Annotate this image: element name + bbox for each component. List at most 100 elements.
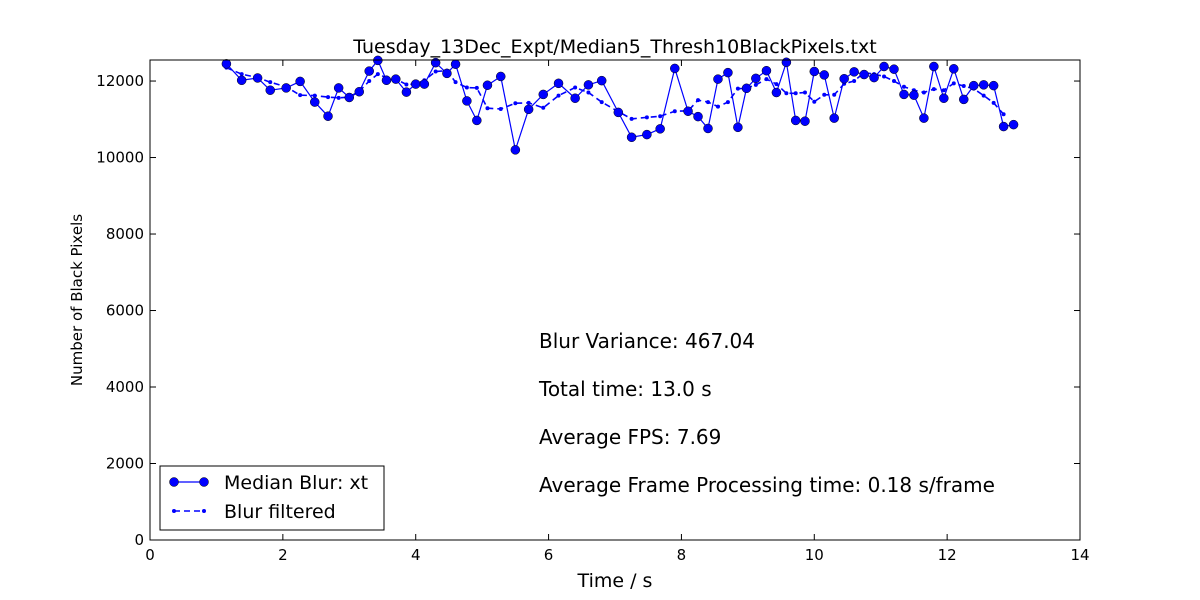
data-point-median-blur bbox=[538, 89, 549, 100]
data-point-median-blur bbox=[523, 104, 534, 115]
data-point-median-blur bbox=[733, 122, 743, 133]
data-point-median-blur bbox=[583, 80, 594, 90]
data-point-blur-filtered bbox=[735, 86, 740, 91]
x-tick-label: 10 bbox=[805, 546, 824, 564]
data-point-median-blur bbox=[553, 78, 564, 89]
annotation-average-fps: Average FPS: 7.69 bbox=[539, 425, 721, 449]
data-point-blur-filtered bbox=[941, 88, 946, 93]
data-point-blur-filtered bbox=[784, 91, 789, 96]
data-point-median-blur bbox=[344, 92, 355, 103]
data-point-median-blur bbox=[462, 96, 472, 106]
data-point-median-blur bbox=[596, 75, 607, 86]
data-point-blur-filtered bbox=[961, 84, 966, 89]
data-point-median-blur bbox=[899, 89, 909, 100]
y-tick-label: 12000 bbox=[96, 72, 144, 90]
plot-area bbox=[150, 60, 1080, 540]
data-point-median-blur bbox=[401, 87, 412, 97]
data-point-median-blur bbox=[929, 61, 939, 72]
data-point-median-blur bbox=[482, 80, 493, 90]
data-point-median-blur bbox=[642, 129, 652, 140]
data-point-blur-filtered bbox=[802, 90, 807, 95]
data-point-median-blur bbox=[829, 113, 839, 123]
data-point-blur-filtered bbox=[1001, 112, 1006, 117]
data-point-blur-filtered bbox=[658, 114, 663, 119]
data-point-median-blur bbox=[741, 83, 752, 94]
data-point-median-blur bbox=[703, 123, 713, 134]
data-point-median-blur bbox=[281, 83, 291, 93]
data-point-blur-filtered bbox=[981, 93, 986, 98]
data-point-median-blur bbox=[236, 75, 247, 86]
data-point-blur-filtered bbox=[822, 92, 827, 97]
data-point-blur-filtered bbox=[901, 84, 906, 89]
data-point-blur-filtered bbox=[644, 115, 649, 120]
data-point-median-blur bbox=[859, 69, 869, 80]
x-tick-label: 14 bbox=[1070, 546, 1089, 564]
data-point-median-blur bbox=[419, 79, 430, 89]
data-point-blur-filtered bbox=[453, 80, 458, 85]
y-tick-label: 8000 bbox=[106, 225, 144, 243]
data-point-median-blur bbox=[988, 80, 999, 91]
data-point-median-blur bbox=[450, 59, 461, 69]
data-point-median-blur bbox=[570, 93, 580, 103]
plot-frame bbox=[149, 59, 1081, 541]
data-point-median-blur bbox=[869, 72, 879, 83]
annotation-blur-variance: Blur Variance: 467.04 bbox=[539, 329, 755, 353]
data-point-median-blur bbox=[655, 124, 665, 134]
data-point-blur-filtered bbox=[725, 100, 730, 105]
data-point-blur-filtered bbox=[882, 74, 887, 79]
x-tick-label: 2 bbox=[278, 546, 288, 564]
data-point-median-blur bbox=[809, 66, 820, 77]
data-point-blur-filtered bbox=[239, 72, 244, 77]
data-point-blur-filtered bbox=[312, 93, 317, 98]
data-point-median-blur bbox=[221, 59, 232, 69]
data-point-median-blur bbox=[472, 115, 482, 126]
data-point-blur-filtered bbox=[715, 104, 720, 109]
data-point-blur-filtered bbox=[812, 99, 817, 104]
legend-marker-median-blur bbox=[199, 477, 209, 487]
data-point-blur-filtered bbox=[513, 101, 518, 106]
data-point-median-blur bbox=[410, 79, 421, 89]
legend-label-median-blur: Median Blur: xt bbox=[224, 472, 368, 494]
data-point-blur-filtered bbox=[367, 79, 372, 84]
data-point-blur-filtered bbox=[586, 90, 591, 95]
legend-label-blur-filtered: Blur filtered bbox=[224, 501, 336, 523]
data-point-blur-filtered bbox=[696, 98, 701, 103]
data-point-blur-filtered bbox=[404, 82, 409, 87]
y-axis-label: Number of Black Pixels bbox=[68, 214, 86, 386]
data-point-median-blur bbox=[510, 145, 521, 155]
y-tick-label: 2000 bbox=[106, 455, 144, 473]
data-point-blur-filtered bbox=[498, 106, 503, 111]
data-point-median-blur bbox=[771, 87, 782, 98]
data-point-blur-filtered bbox=[774, 82, 779, 87]
data-point-median-blur bbox=[968, 80, 979, 91]
x-tick-label: 12 bbox=[938, 546, 957, 564]
data-point-blur-filtered bbox=[326, 95, 331, 100]
annotation-frame-processing-time: Average Frame Processing time: 0.18 s/fr… bbox=[539, 473, 995, 497]
data-point-median-blur bbox=[670, 63, 680, 74]
data-point-median-blur bbox=[495, 71, 506, 82]
data-point-blur-filtered bbox=[298, 93, 303, 98]
data-point-median-blur bbox=[1008, 119, 1019, 130]
data-point-median-blur bbox=[693, 111, 703, 122]
data-point-median-blur bbox=[309, 97, 320, 107]
legend-marker-blur-filtered bbox=[172, 509, 176, 513]
data-point-median-blur bbox=[391, 74, 401, 84]
data-point-blur-filtered bbox=[556, 93, 561, 98]
data-point-median-blur bbox=[800, 116, 810, 126]
y-tick-label: 6000 bbox=[106, 302, 144, 320]
data-point-blur-filtered bbox=[793, 91, 798, 96]
x-tick-label: 6 bbox=[544, 546, 554, 564]
data-point-blur-filtered bbox=[753, 82, 758, 87]
data-point-blur-filtered bbox=[951, 81, 956, 86]
data-point-median-blur bbox=[978, 80, 989, 90]
data-point-blur-filtered bbox=[485, 106, 490, 111]
x-tick-label: 0 bbox=[145, 546, 155, 564]
legend-box bbox=[159, 465, 385, 531]
data-point-blur-filtered bbox=[706, 100, 710, 105]
data-point-median-blur bbox=[354, 86, 364, 97]
data-point-blur-filtered bbox=[764, 77, 769, 82]
y-tick-label: 10000 bbox=[96, 149, 144, 167]
data-point-median-blur bbox=[683, 106, 693, 117]
data-point-blur-filtered bbox=[931, 87, 936, 92]
